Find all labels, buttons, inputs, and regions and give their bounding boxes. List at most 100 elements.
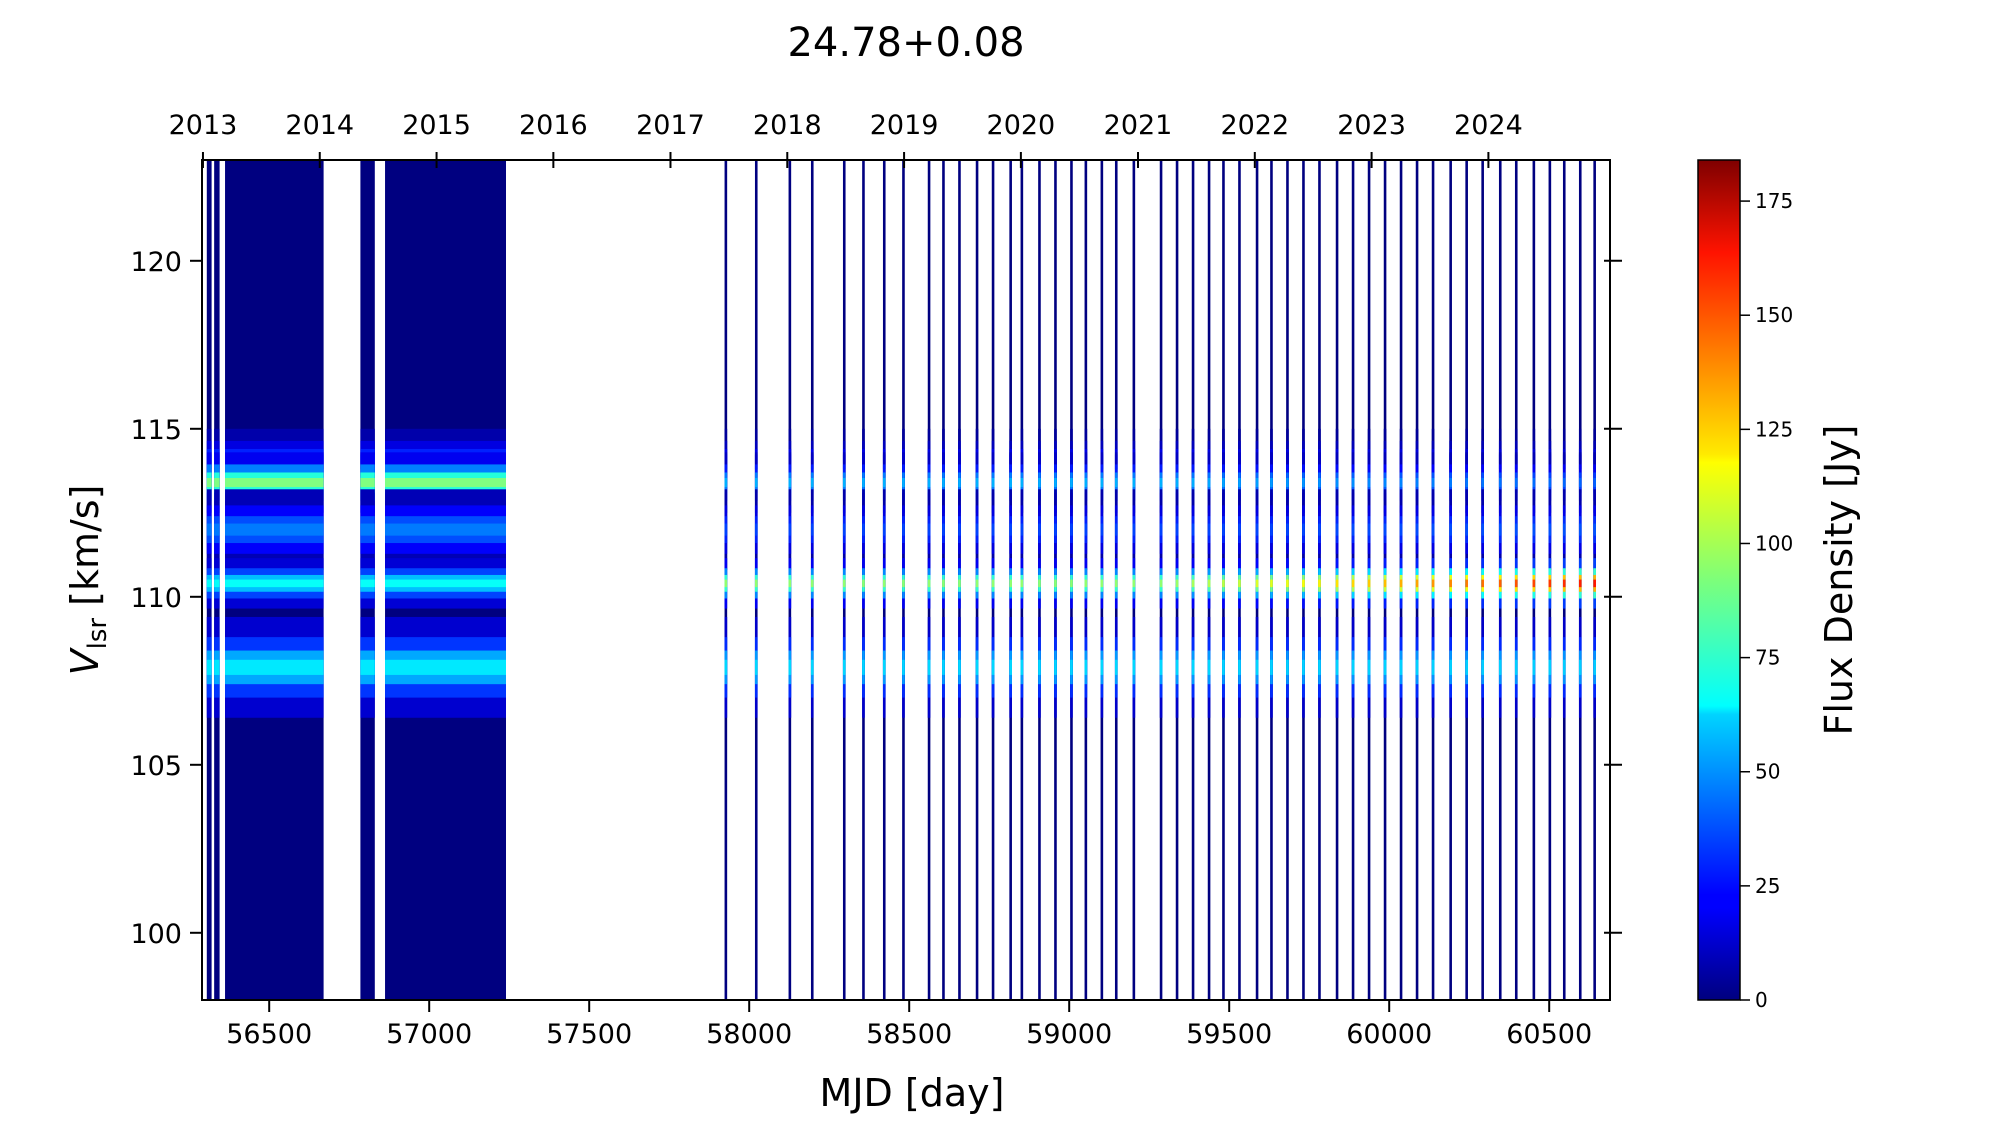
year-tick-label: 2013 bbox=[169, 110, 238, 141]
maser-emission-feature bbox=[214, 659, 220, 675]
maser-emission-feature bbox=[842, 659, 846, 675]
observation-epoch bbox=[1114, 160, 1118, 1000]
colorbar-tick-label: 125 bbox=[1755, 417, 1793, 441]
x-tick-label: 60000 bbox=[1346, 1019, 1432, 1050]
observation-epoch bbox=[1578, 160, 1582, 1000]
maser-emission-feature bbox=[1514, 478, 1518, 488]
maser-emission-feature bbox=[1238, 478, 1241, 488]
maser-emission-feature bbox=[810, 523, 814, 536]
observation-epoch bbox=[862, 160, 865, 1000]
maser-emission-feature bbox=[842, 478, 846, 488]
year-tick-label: 2015 bbox=[402, 110, 471, 141]
observation-epoch bbox=[1100, 160, 1104, 1000]
maser-emission-feature bbox=[788, 523, 792, 536]
year-tick-label: 2023 bbox=[1337, 110, 1406, 141]
maser-emission-feature bbox=[1318, 579, 1321, 588]
maser-emission-feature bbox=[902, 579, 905, 588]
colorbar-tick-label: 175 bbox=[1755, 189, 1793, 213]
observation-block bbox=[385, 160, 506, 1000]
maser-emission-feature bbox=[1465, 478, 1468, 488]
maser-emission-feature bbox=[1399, 579, 1403, 588]
maser-emission-feature bbox=[385, 579, 506, 588]
maser-emission-feature bbox=[958, 579, 961, 588]
maser-emission-feature bbox=[1578, 478, 1582, 488]
observation-block bbox=[214, 160, 220, 1000]
maser-emission-feature bbox=[1009, 523, 1012, 536]
maser-emission-feature bbox=[1009, 478, 1012, 488]
maser-emission-feature bbox=[1335, 523, 1339, 536]
maser-emission-feature bbox=[991, 659, 995, 675]
maser-emission-feature bbox=[1132, 579, 1136, 588]
observation-epoch bbox=[1054, 160, 1057, 1000]
y-axis-ticks: 100 105 110 115 120 bbox=[130, 247, 1622, 950]
observation-epoch bbox=[902, 160, 905, 1000]
observation-epoch bbox=[1335, 160, 1339, 1000]
maser-emission-feature bbox=[754, 478, 758, 488]
maser-emission-feature bbox=[1367, 478, 1371, 488]
maser-emission-feature bbox=[1270, 523, 1273, 536]
maser-emission-feature bbox=[1100, 523, 1104, 536]
maser-emission-feature bbox=[385, 478, 506, 488]
maser-emission-feature bbox=[1070, 659, 1073, 675]
observation-block bbox=[206, 160, 212, 1000]
observation-epoch bbox=[1548, 160, 1552, 1000]
maser-emission-feature bbox=[902, 659, 905, 675]
colorbar-label: Flux Density [Jy] bbox=[1817, 425, 1861, 736]
x-tick-label: 58000 bbox=[706, 1019, 792, 1050]
maser-emission-feature bbox=[991, 523, 995, 536]
maser-emission-feature bbox=[1548, 523, 1552, 536]
maser-emission-feature bbox=[1578, 579, 1582, 588]
maser-emission-feature bbox=[927, 478, 931, 488]
x-tick-label: 59500 bbox=[1186, 1019, 1272, 1050]
maser-emission-feature bbox=[1498, 523, 1502, 536]
maser-emission-feature bbox=[1481, 579, 1484, 588]
maser-emission-feature bbox=[975, 478, 979, 488]
colorbar-tick-label: 0 bbox=[1755, 988, 1768, 1012]
maser-emission-feature bbox=[1383, 659, 1387, 675]
maser-emission-feature bbox=[1562, 478, 1566, 488]
maser-emission-feature bbox=[1431, 579, 1435, 588]
observation-epoch bbox=[1498, 160, 1502, 1000]
maser-emission-feature bbox=[1383, 579, 1387, 588]
maser-emission-feature bbox=[882, 478, 886, 488]
observation-epoch bbox=[1159, 160, 1163, 1000]
maser-emission-feature bbox=[788, 659, 792, 675]
y-tick-label: 120 bbox=[130, 247, 182, 278]
maser-emission-feature bbox=[882, 523, 886, 536]
y-tick-label: 115 bbox=[130, 415, 182, 446]
maser-emission-feature bbox=[1070, 523, 1073, 536]
maser-emission-feature bbox=[1222, 523, 1225, 536]
maser-emission-feature bbox=[927, 523, 931, 536]
maser-emission-feature bbox=[1399, 659, 1403, 675]
observation-epoch bbox=[1238, 160, 1241, 1000]
maser-emission-feature bbox=[214, 579, 220, 588]
x-tick-label: 58500 bbox=[866, 1019, 952, 1050]
maser-emission-feature bbox=[1514, 579, 1518, 588]
maser-emission-feature bbox=[1175, 523, 1179, 536]
observation-epoch bbox=[1532, 160, 1536, 1000]
maser-emission-feature bbox=[1238, 523, 1241, 536]
maser-emission-feature bbox=[1038, 478, 1041, 488]
maser-emission-feature bbox=[1593, 579, 1596, 588]
maser-emission-feature bbox=[1159, 523, 1163, 536]
plot-frame bbox=[201, 159, 1611, 1001]
maser-emission-feature bbox=[788, 478, 792, 488]
maser-emission-feature bbox=[842, 523, 846, 536]
plot-area bbox=[206, 160, 1596, 1000]
maser-emission-feature bbox=[1222, 478, 1225, 488]
maser-emission-feature bbox=[975, 659, 979, 675]
maser-emission-feature bbox=[1054, 579, 1057, 588]
observation-epoch bbox=[788, 160, 792, 1000]
maser-emission-feature bbox=[1132, 478, 1136, 488]
maser-emission-feature bbox=[862, 478, 865, 488]
maser-emission-feature bbox=[1084, 579, 1088, 588]
maser-emission-feature bbox=[385, 659, 506, 675]
y-tick-label: 100 bbox=[130, 919, 182, 950]
maser-emission-feature bbox=[360, 579, 375, 588]
maser-emission-feature bbox=[1431, 478, 1435, 488]
maser-emission-feature bbox=[206, 659, 212, 675]
maser-emission-feature bbox=[1351, 478, 1355, 488]
maser-emission-feature bbox=[862, 523, 865, 536]
observation-epoch bbox=[1449, 160, 1452, 1000]
